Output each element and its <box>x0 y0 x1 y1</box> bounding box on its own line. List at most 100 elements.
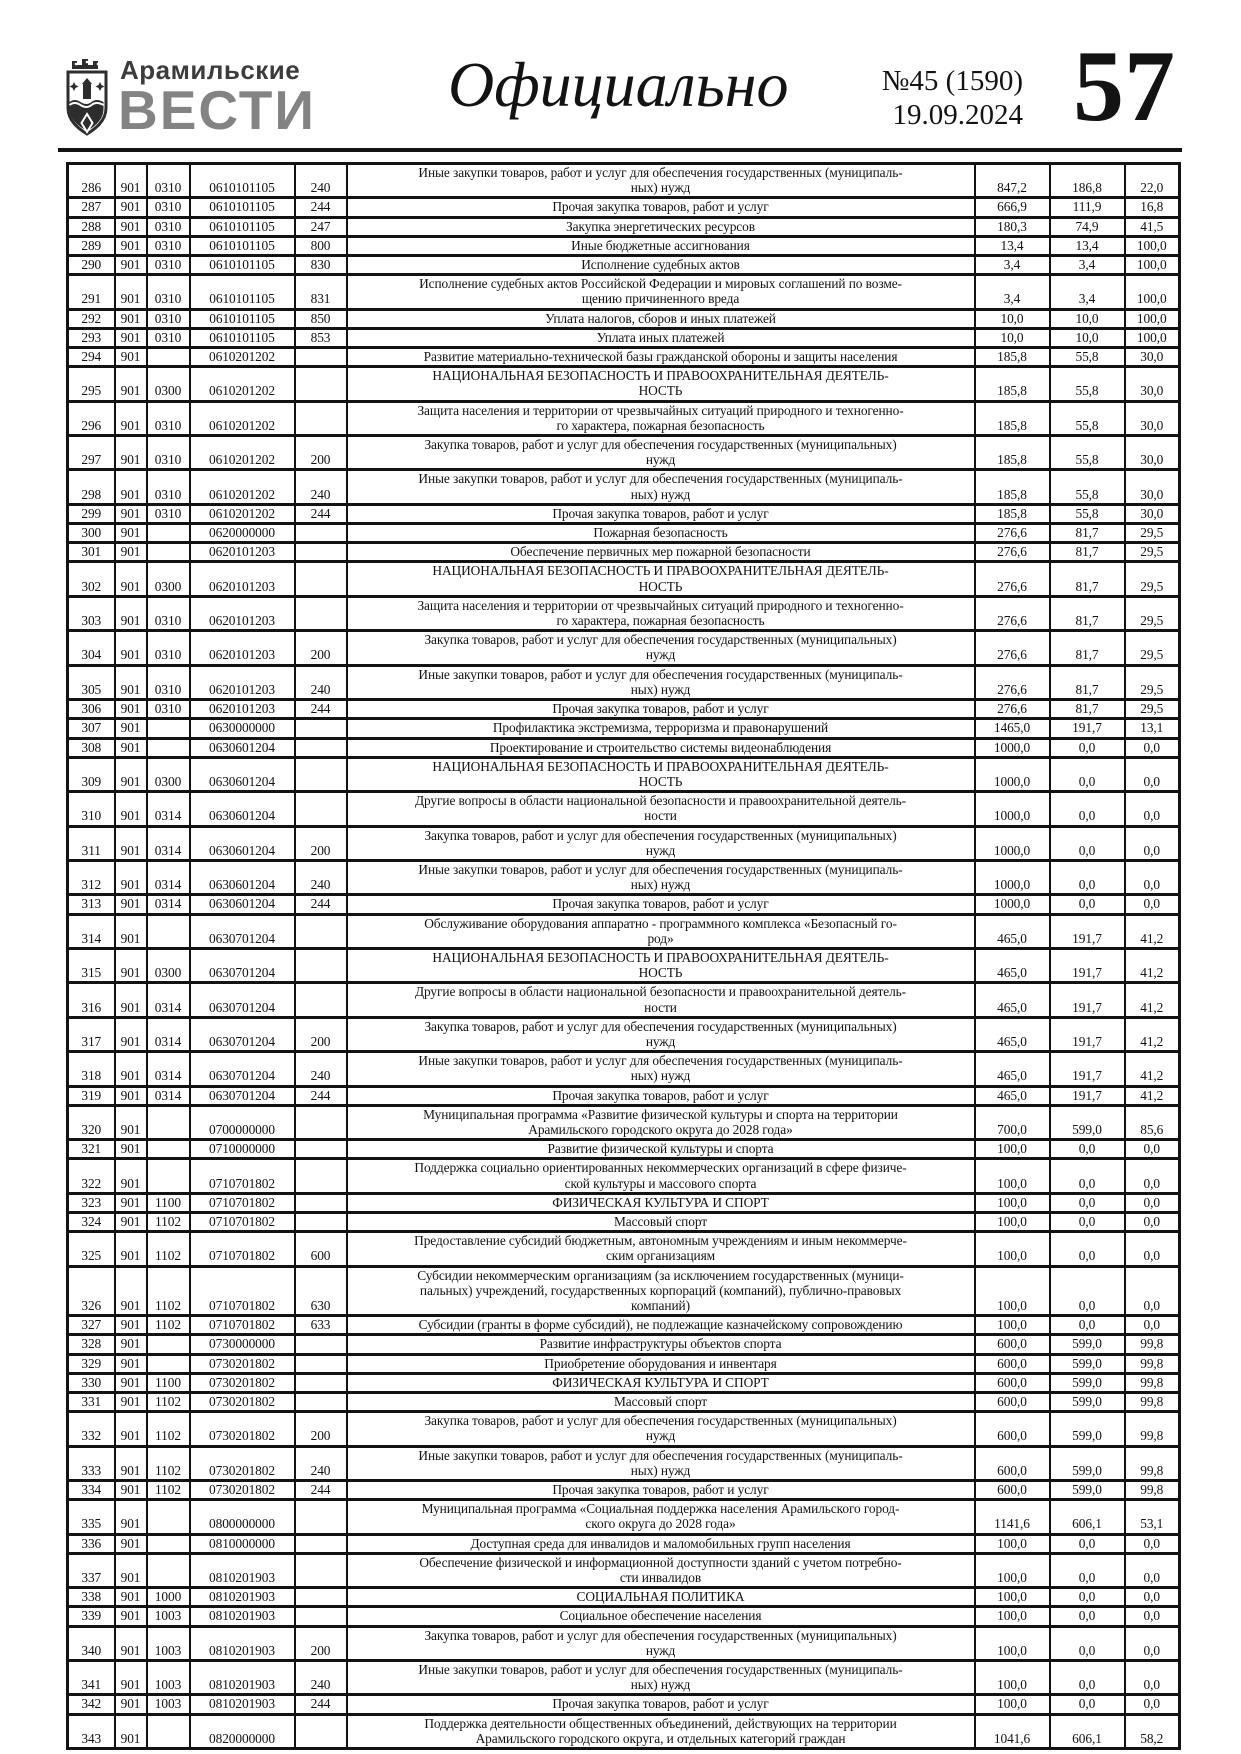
cell-expense-type-code: 200 <box>293 1624 348 1663</box>
cell-execution-percent: 0,0 <box>1123 1191 1181 1215</box>
cell-expense-type-code: 200 <box>293 434 348 472</box>
cell-expense-type-code: 244 <box>293 502 348 526</box>
table-row: 304 901 0310 0620101203 200 Закупка това… <box>66 629 1181 667</box>
cell-section-code: 1003 <box>145 1659 191 1697</box>
cell-target-article-code: 0610101105 <box>188 253 296 277</box>
cell-grbs-code: 901 <box>113 1624 148 1663</box>
cell-expense-name: Доступная среда для инвалидов и маломоби… <box>345 1532 976 1555</box>
cell-executed-amount: 3,4 <box>1048 253 1126 277</box>
table-row: 329 901 0730201802 Приобретение оборудов… <box>66 1352 1181 1375</box>
cell-approved-amount: 600,0 <box>973 1371 1051 1395</box>
cell-row-number: 292 <box>66 307 116 330</box>
cell-approved-amount: 100,0 <box>973 1210 1051 1234</box>
cell-approved-amount: 600,0 <box>973 1352 1051 1375</box>
cell-grbs-code: 901 <box>113 981 148 1019</box>
table-row: 317 901 0314 0630701204 200 Закупка това… <box>66 1015 1181 1054</box>
cell-grbs-code: 901 <box>113 1551 148 1590</box>
cell-grbs-code: 901 <box>113 1191 148 1215</box>
cell-row-number: 333 <box>66 1444 116 1483</box>
cell-approved-amount: 600,0 <box>973 1333 1051 1356</box>
cell-expense-type-code <box>293 1712 348 1751</box>
cell-expense-name: Закупка товаров, работ и услуг для обесп… <box>345 1015 976 1054</box>
cell-execution-percent: 0,0 <box>1123 1210 1181 1234</box>
cell-execution-percent: 29,5 <box>1123 629 1181 667</box>
cell-target-article-code: 0730201802 <box>188 1479 296 1502</box>
cell-row-number: 312 <box>66 858 116 897</box>
table-row: 338 901 1000 0810201903 СОЦИАЛЬНАЯ ПОЛИТ… <box>66 1586 1181 1609</box>
cell-row-number: 297 <box>66 434 116 472</box>
cell-expense-type-code: 200 <box>293 824 348 862</box>
section-title: Официально <box>448 49 789 120</box>
cell-section-code <box>145 1498 191 1536</box>
cell-target-article-code: 0630701204 <box>188 946 296 985</box>
cell-execution-percent: 0,0 <box>1123 1138 1181 1161</box>
brand-name-top: Арамильские <box>120 55 301 85</box>
cell-target-article-code: 0630601204 <box>188 790 296 828</box>
cell-expense-name: Массовый спорт <box>345 1210 976 1234</box>
logo-star-left <box>69 82 79 91</box>
cell-executed-amount: 599,0 <box>1048 1352 1126 1375</box>
cell-expense-name: ФИЗИЧЕСКАЯ КУЛЬТУРА И СПОРТ <box>345 1371 976 1395</box>
table-row: 306 901 0310 0620101203 244 Прочая закуп… <box>66 698 1181 721</box>
cell-expense-name: Массовый спорт <box>345 1390 976 1414</box>
table-row: 340 901 1003 0810201903 200 Закупка това… <box>66 1624 1181 1663</box>
cell-expense-name: НАЦИОНАЛЬНАЯ БЕЗОПАСНОСТЬ И ПРАВООХРАНИТ… <box>345 946 976 985</box>
cell-execution-percent: 30,0 <box>1123 346 1181 369</box>
cell-expense-name: Поддержка деятельности общественных объе… <box>345 1712 976 1751</box>
cell-grbs-code: 901 <box>113 1264 148 1318</box>
cell-expense-name: Проектирование и строительство системы в… <box>345 736 976 759</box>
cell-row-number: 313 <box>66 893 116 916</box>
cell-section-code: 1100 <box>145 1191 191 1215</box>
cell-target-article-code: 0620101203 <box>188 541 296 564</box>
cell-grbs-code: 901 <box>113 1532 148 1555</box>
cell-section-code: 0314 <box>145 1084 191 1107</box>
cell-row-number: 320 <box>66 1103 116 1142</box>
cell-target-article-code: 0630601204 <box>188 893 296 916</box>
cell-expense-type-code <box>293 1605 348 1628</box>
cell-execution-percent: 0,0 <box>1123 1551 1181 1590</box>
cell-approved-amount: 276,6 <box>973 698 1051 721</box>
table-row: 308 901 0630601204 Проектирование и стро… <box>66 736 1181 759</box>
cell-executed-amount: 606,1 <box>1048 1498 1126 1536</box>
cell-section-code: 0314 <box>145 824 191 862</box>
cell-expense-name: Поддержка социально ориентированных неко… <box>345 1157 976 1195</box>
cell-expense-name: Закупка товаров, работ и услуг для обесп… <box>345 1624 976 1663</box>
cell-expense-name: Защита населения и территории от чрезвыч… <box>345 594 976 633</box>
cell-expense-name: Закупка товаров, работ и услуг для обесп… <box>345 824 976 862</box>
cell-section-code: 1003 <box>145 1605 191 1628</box>
cell-target-article-code: 0700000000 <box>188 1103 296 1142</box>
cell-grbs-code: 901 <box>113 1712 148 1751</box>
table-row: 289 901 0310 0610101105 800 Иные бюджетн… <box>66 234 1181 258</box>
cell-expense-name: Иные закупки товаров, работ и услуг для … <box>345 1659 976 1697</box>
cell-section-code: 1000 <box>145 1586 191 1609</box>
cell-expense-name: Приобретение оборудования и инвентаря <box>345 1352 976 1375</box>
cell-section-code <box>145 1157 191 1195</box>
table-row: 332 901 1102 0730201802 200 Закупка това… <box>66 1410 1181 1448</box>
table-row: 298 901 0310 0610201202 240 Иные закупки… <box>66 468 1181 506</box>
cell-expense-name: Прочая закупка товаров, работ и услуг <box>345 1693 976 1716</box>
cell-section-code: 0300 <box>145 755 191 794</box>
cell-target-article-code: 0610101105 <box>188 161 296 200</box>
cell-approved-amount: 180,3 <box>973 215 1051 238</box>
cell-approved-amount: 10,0 <box>973 326 1051 350</box>
cell-target-article-code: 0730000000 <box>188 1333 296 1356</box>
cell-executed-amount: 0,0 <box>1048 1191 1126 1215</box>
cell-target-article-code: 0630701204 <box>188 981 296 1019</box>
cell-approved-amount: 666,9 <box>973 196 1051 219</box>
cell-execution-percent: 41,2 <box>1123 1050 1181 1088</box>
cell-section-code <box>145 1333 191 1356</box>
cell-section-code <box>145 1352 191 1375</box>
cell-expense-name: Закупка товаров, работ и услуг для обесп… <box>345 629 976 667</box>
cell-target-article-code: 0620101203 <box>188 629 296 667</box>
cell-expense-name: Иные закупки товаров, работ и услуг для … <box>345 1444 976 1483</box>
cell-grbs-code: 901 <box>113 594 148 633</box>
cell-expense-name: Прочая закупка товаров, работ и услуг <box>345 1479 976 1502</box>
cell-approved-amount: 185,8 <box>973 399 1051 438</box>
cell-target-article-code: 0610201202 <box>188 502 296 526</box>
cell-approved-amount: 600,0 <box>973 1479 1051 1502</box>
cell-execution-percent: 85,6 <box>1123 1103 1181 1142</box>
cell-section-code: 1102 <box>145 1410 191 1448</box>
cell-approved-amount: 1041,6 <box>973 1712 1051 1751</box>
cell-section-code: 0314 <box>145 1050 191 1088</box>
cell-grbs-code: 901 <box>113 629 148 667</box>
